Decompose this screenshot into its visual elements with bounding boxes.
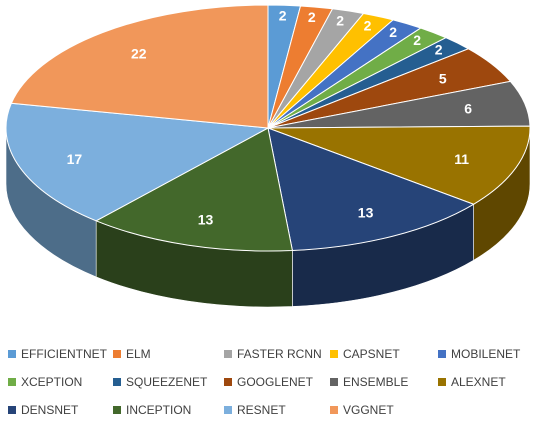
legend-label: CAPSNET (343, 347, 400, 361)
legend-label: FASTER RCNN (237, 347, 322, 361)
legend-label: DENSNET (21, 403, 79, 417)
data-label-efficientnet: 2 (279, 8, 287, 24)
legend-swatch (224, 378, 232, 386)
data-label-inception: 13 (198, 211, 214, 227)
legend-swatch (224, 350, 232, 358)
legend-label: ENSEMBLE (343, 375, 409, 389)
pie-slice-densnet (267, 127, 475, 251)
legend-label: ALEXNET (451, 375, 506, 389)
legend-swatch (113, 406, 121, 414)
pie-slice-vggnet (10, 4, 269, 129)
legend-label: SQUEEZENET (126, 375, 208, 389)
data-label-densnet: 13 (358, 204, 374, 220)
legend-item-vggnet: VGGNET (330, 402, 394, 418)
legend-item-efficientnet: EFFICIENTNET (8, 346, 107, 362)
legend-item-capsnet: CAPSNET (330, 346, 400, 362)
legend-swatch (8, 406, 16, 414)
pie-sides (5, 127, 531, 308)
pie-slices (5, 4, 531, 252)
legend-label: RESNET (237, 403, 286, 417)
legend-item-elm: ELM (113, 346, 151, 362)
legend-swatch (330, 378, 338, 386)
data-label-faster-rcnn: 2 (336, 13, 344, 29)
data-label-googlenet: 5 (439, 70, 447, 86)
legend-swatch (113, 378, 121, 386)
legend-item-xception: XCEPTION (8, 374, 82, 390)
legend-label: MOBILENET (451, 347, 521, 361)
legend-label: XCEPTION (21, 375, 83, 389)
legend-swatch (438, 350, 446, 358)
legend-item-faster-rcnn: FASTER RCNN (224, 346, 322, 362)
data-label-elm: 2 (308, 9, 316, 25)
legend-swatch (224, 406, 232, 414)
legend-label: ELM (126, 347, 151, 361)
pie-slice-inception (94, 127, 294, 252)
legend-swatch (330, 350, 338, 358)
data-label-xception: 2 (413, 32, 421, 48)
data-label-squeezenet: 2 (435, 42, 443, 58)
data-label-capsnet: 2 (364, 18, 372, 34)
legend-swatch (8, 350, 16, 358)
data-label-resnet: 17 (67, 151, 83, 167)
legend-item-mobilenet: MOBILENET (438, 346, 520, 362)
legend-label: VGGNET (343, 403, 394, 417)
legend-label: GOOGLENET (237, 375, 314, 389)
legend-swatch (330, 406, 338, 414)
pie-slice-alexnet (267, 125, 531, 205)
legend-item-densnet: DENSNET (8, 402, 78, 418)
legend: EFFICIENTNET ELM FASTER RCNN CAPSNET MOBILEN… (0, 340, 536, 425)
legend-swatch (438, 378, 446, 386)
data-label-vggnet: 22 (131, 46, 147, 62)
data-label-mobilenet: 2 (389, 24, 397, 40)
legend-item-ensemble: ENSEMBLE (330, 374, 408, 390)
legend-item-squeezenet: SQUEEZENET (113, 374, 207, 390)
pie-slice-resnet (5, 102, 270, 222)
legend-label: EFFICIENTNET (21, 347, 107, 361)
legend-swatch (113, 350, 121, 358)
legend-item-alexnet: ALEXNET (438, 374, 506, 390)
data-label-alexnet: 11 (454, 151, 469, 167)
legend-item-inception: INCEPTION (113, 402, 191, 418)
data-label-ensemble: 6 (464, 101, 472, 117)
legend-label: INCEPTION (126, 403, 192, 417)
legend-swatch (8, 378, 16, 386)
legend-item-googlenet: GOOGLENET (224, 374, 313, 390)
legend-item-resnet: RESNET (224, 402, 286, 418)
